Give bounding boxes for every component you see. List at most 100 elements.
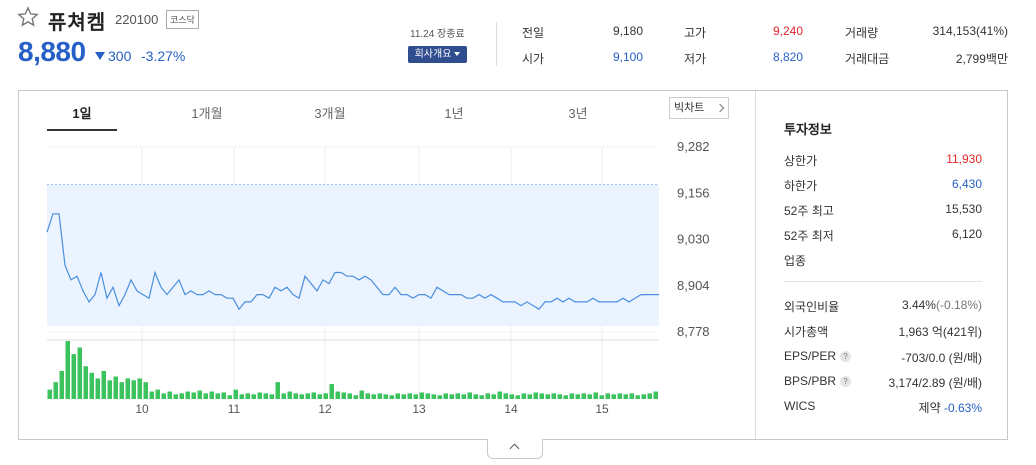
volume-bar (191, 392, 196, 399)
volume-bar (47, 389, 52, 399)
company-overview-button[interactable]: 회사개요 (408, 46, 467, 63)
volume-bar (503, 393, 508, 399)
volume-bar (263, 393, 268, 399)
expand-toggle-button[interactable] (487, 439, 543, 459)
y-tick-label: 8,904 (677, 278, 710, 293)
volume-bar (353, 395, 358, 399)
chevron-up-icon (509, 443, 520, 454)
big-chart-button[interactable]: 빅차트 (669, 97, 729, 119)
period-tabs: 1일 1개월 3개월 1년 3년 (19, 91, 755, 131)
volume-bar (125, 378, 130, 399)
favorite-star-icon[interactable] (17, 6, 39, 28)
wics-change: -0.63% (943, 401, 982, 415)
volume-bar (533, 392, 538, 399)
x-tick-label: 15 (595, 402, 609, 416)
stock-code: 220100 (115, 12, 159, 27)
volume-bar (311, 392, 316, 399)
volume-bar (569, 393, 574, 399)
volume-bar (527, 394, 532, 399)
y-tick-label: 9,030 (677, 232, 710, 247)
volume-bar (161, 393, 166, 399)
volume-bar (215, 393, 220, 399)
volume-bar (647, 393, 652, 399)
volume-bar (119, 382, 124, 399)
volume-bar (545, 394, 550, 399)
volume-bar (587, 394, 592, 399)
quote-label: 거래대금 (845, 52, 890, 66)
volume-bar (521, 393, 526, 399)
market-badge: 코스닥 (166, 10, 199, 29)
y-tick-label: 8,778 (677, 324, 710, 339)
tab-period[interactable]: 1일 (72, 106, 92, 121)
wics-sector[interactable]: 제약 (918, 401, 941, 415)
bps-pbr-label: BPS/PBR (784, 374, 837, 388)
volume-bar (233, 389, 238, 399)
reference-area (47, 184, 659, 326)
wics-value: 제약 -0.63% (919, 399, 982, 416)
volume-bar (449, 394, 454, 399)
volume-bar (251, 394, 256, 399)
volume-bar (293, 393, 298, 399)
closing-note: 11.24 장종료 (410, 29, 465, 40)
volume-bar (329, 384, 334, 399)
volume-bar (467, 392, 472, 399)
volume-bar (599, 395, 604, 399)
volume-bar (131, 380, 136, 399)
foreign-ratio-row: 외국인비율 3.44%(-0.18%) (784, 298, 982, 315)
volume-bar (497, 391, 502, 399)
volume-bar (101, 370, 106, 399)
volume-bar (623, 394, 628, 399)
volume-bar (491, 394, 496, 399)
volume-bar (71, 354, 76, 399)
quote-value: 314,153(41%) (932, 24, 1008, 38)
foreign-ratio-percent: 3.44% (901, 298, 936, 312)
header-divider (496, 22, 497, 66)
wics-label: WICS (784, 399, 816, 413)
tab-period[interactable]: 3년 (568, 106, 588, 121)
market-cap-row: 시가총액 1,963 억(421위) (784, 323, 982, 340)
volume-bar (383, 394, 388, 399)
help-icon[interactable]: ? (840, 376, 852, 387)
volume-bar (365, 393, 370, 399)
current-price: 8,880 (18, 36, 86, 67)
x-tick-label: 13 (412, 402, 426, 416)
tab-period[interactable]: 3개월 (314, 106, 346, 121)
volume-bar (167, 391, 172, 399)
volume-bar (269, 394, 274, 399)
volume-bar (317, 394, 322, 399)
wics-row: WICS 제약 -0.63% (784, 399, 982, 416)
volume-bar (107, 380, 112, 399)
tab-period[interactable]: 1년 (444, 106, 464, 121)
quote-label: 거래량 (845, 26, 879, 40)
intraday-chart: 9,282 9,156 9,030 8,904 8,778 10 11 12 13 14 15 (46, 139, 710, 416)
volume-bar (89, 372, 94, 399)
panel-divider (755, 91, 756, 439)
limit-label: 업종 (784, 254, 807, 268)
limit-label: 52주 최고 (784, 204, 834, 218)
quote-value: 9,240 (772, 24, 803, 38)
bps-pbr-row: BPS/PBR? 3,174/2.89 (원/배) (784, 374, 982, 390)
limit-row: 상한가 11,930 (784, 152, 982, 169)
tab-period[interactable]: 1개월 (191, 106, 223, 121)
limit-value: 6,120 (951, 227, 982, 241)
limit-value: 11,930 (946, 152, 982, 166)
y-tick-label: 9,282 (677, 139, 710, 154)
quote-label: 전일 (522, 26, 545, 40)
investment-info: 투자정보 상한가 11,930 하한가 6,430 52주 최고 15,530 52주 최저… (756, 91, 1008, 439)
volume-bar (227, 395, 232, 399)
eps-per-label: EPS/PER (784, 349, 837, 363)
volume-bar (437, 395, 442, 399)
foreign-ratio-value: 3.44%(-0.18%) (902, 298, 982, 312)
price-line (46, 213, 659, 311)
volume-bar (209, 391, 214, 399)
volume-bar (95, 378, 100, 399)
volume-bar (137, 378, 142, 399)
volume-bar (149, 391, 154, 399)
eps-per-row: EPS/PER? -703/0.0 (원/배) (784, 349, 982, 365)
volume-bar (197, 390, 202, 399)
volume-bar (413, 394, 418, 399)
limit-label: 하한가 (784, 179, 818, 193)
volume-bar (401, 394, 406, 399)
limit-row: 52주 최고 15,530 (784, 202, 982, 219)
help-icon[interactable]: ? (840, 351, 852, 362)
